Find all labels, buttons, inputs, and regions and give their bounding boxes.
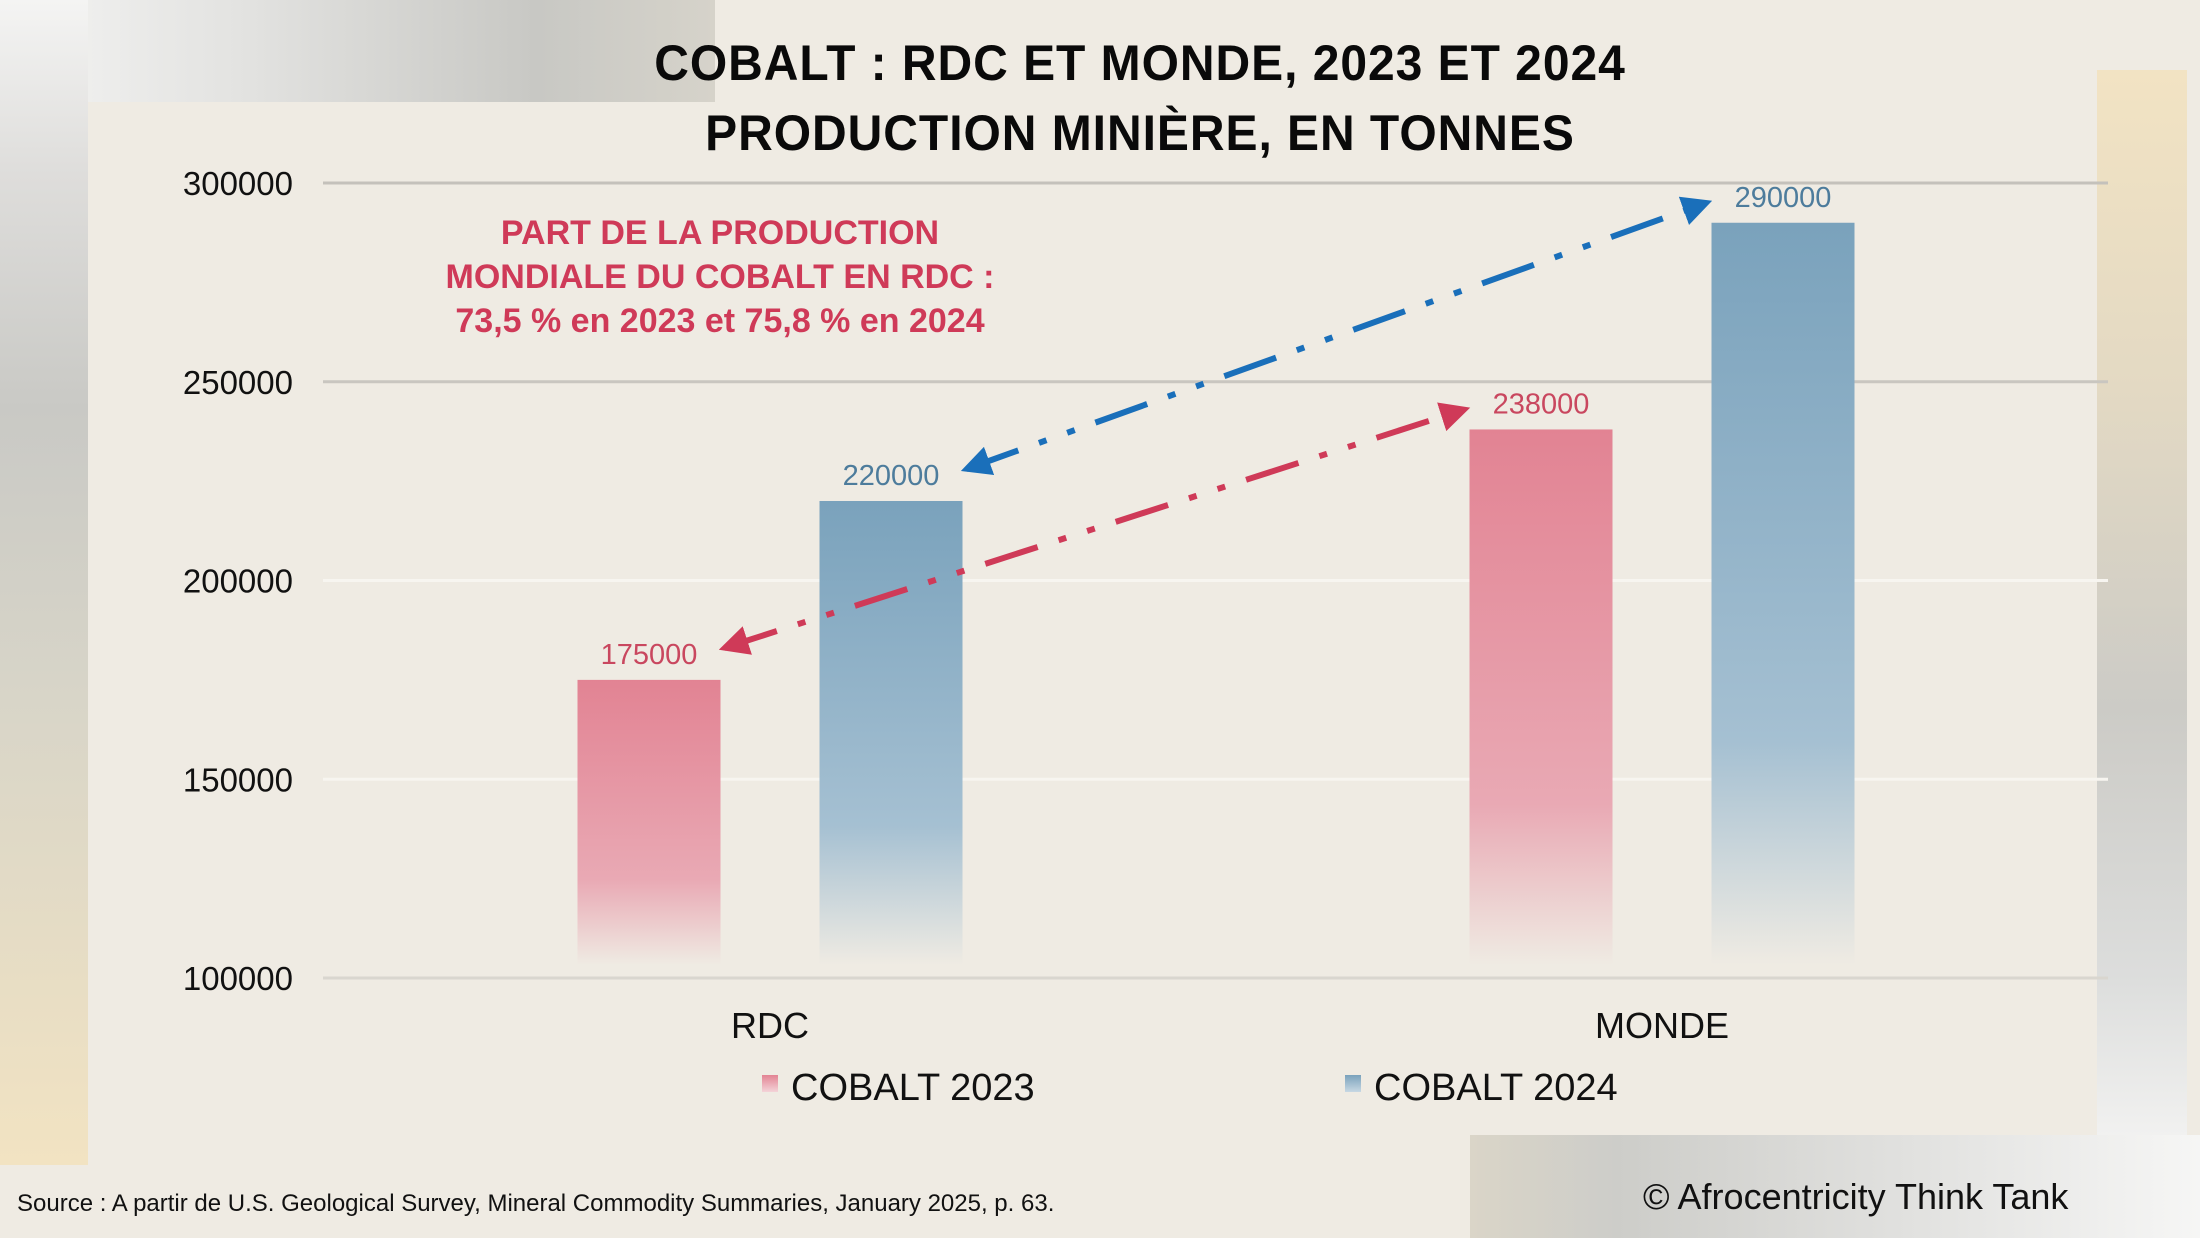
value-labels: 175000 238000 220000 290000: [601, 182, 1832, 671]
copyright-notice: © Afrocentricity Think Tank: [1643, 1176, 2069, 1217]
decor-right-strip: [2097, 70, 2187, 1135]
decor-bottom-right: [1470, 1135, 2200, 1238]
annotation-line-1: PART DE LA PRODUCTION: [501, 214, 939, 252]
value-label: 238000: [1493, 388, 1590, 420]
y-tick-label: 300000: [183, 165, 293, 202]
legend-swatch-2024: [1345, 1075, 1361, 1092]
legend: COBALT 2023 COBALT 2024: [762, 1067, 1618, 1109]
y-tick-label: 100000: [183, 960, 293, 997]
annotation-line-2: MONDIALE DU COBALT EN RDC :: [446, 258, 995, 296]
legend-swatch-2023: [762, 1075, 778, 1092]
annotation-box: PART DE LA PRODUCTION MONDIALE DU COBALT…: [446, 214, 995, 340]
annotation-line-3: 73,5 % en 2023 et 75,8 % en 2024: [455, 302, 984, 340]
legend-label-2023: COBALT 2023: [791, 1067, 1035, 1109]
source-note: Source : A partir de U.S. Geological Sur…: [17, 1190, 1055, 1217]
value-label: 220000: [843, 460, 940, 492]
y-tick-label: 250000: [183, 364, 293, 401]
y-tick-label: 150000: [183, 761, 293, 798]
arrow-2024-comparison: [960, 196, 1713, 475]
decor-left-strip: [0, 0, 88, 1165]
legend-label-2024: COBALT 2024: [1374, 1067, 1618, 1109]
comparison-arrows: [718, 196, 1713, 655]
bar-rdc-2024: [819, 501, 963, 965]
bar-monde-2023: [1469, 429, 1613, 965]
value-label: 175000: [601, 639, 698, 671]
value-label: 290000: [1735, 182, 1832, 214]
bar-rdc-2023: [577, 679, 721, 965]
bar-monde-2024: [1711, 222, 1855, 965]
y-tick-label: 200000: [183, 563, 293, 600]
x-axis-categories: RDC MONDE: [731, 1005, 1729, 1046]
bars: [577, 222, 1855, 965]
x-category-label: MONDE: [1595, 1005, 1729, 1046]
chart-title: COBALT : RDC ET MONDE, 2023 ET 2024: [654, 35, 1626, 91]
x-category-label: RDC: [731, 1005, 809, 1046]
decor-top-left: [0, 0, 715, 102]
arrow-2023-comparison: [718, 402, 1471, 655]
y-axis-ticks: 100000 150000 200000 250000 300000: [183, 165, 293, 997]
chart-subtitle: PRODUCTION MINIÈRE, EN TONNES: [705, 105, 1575, 161]
